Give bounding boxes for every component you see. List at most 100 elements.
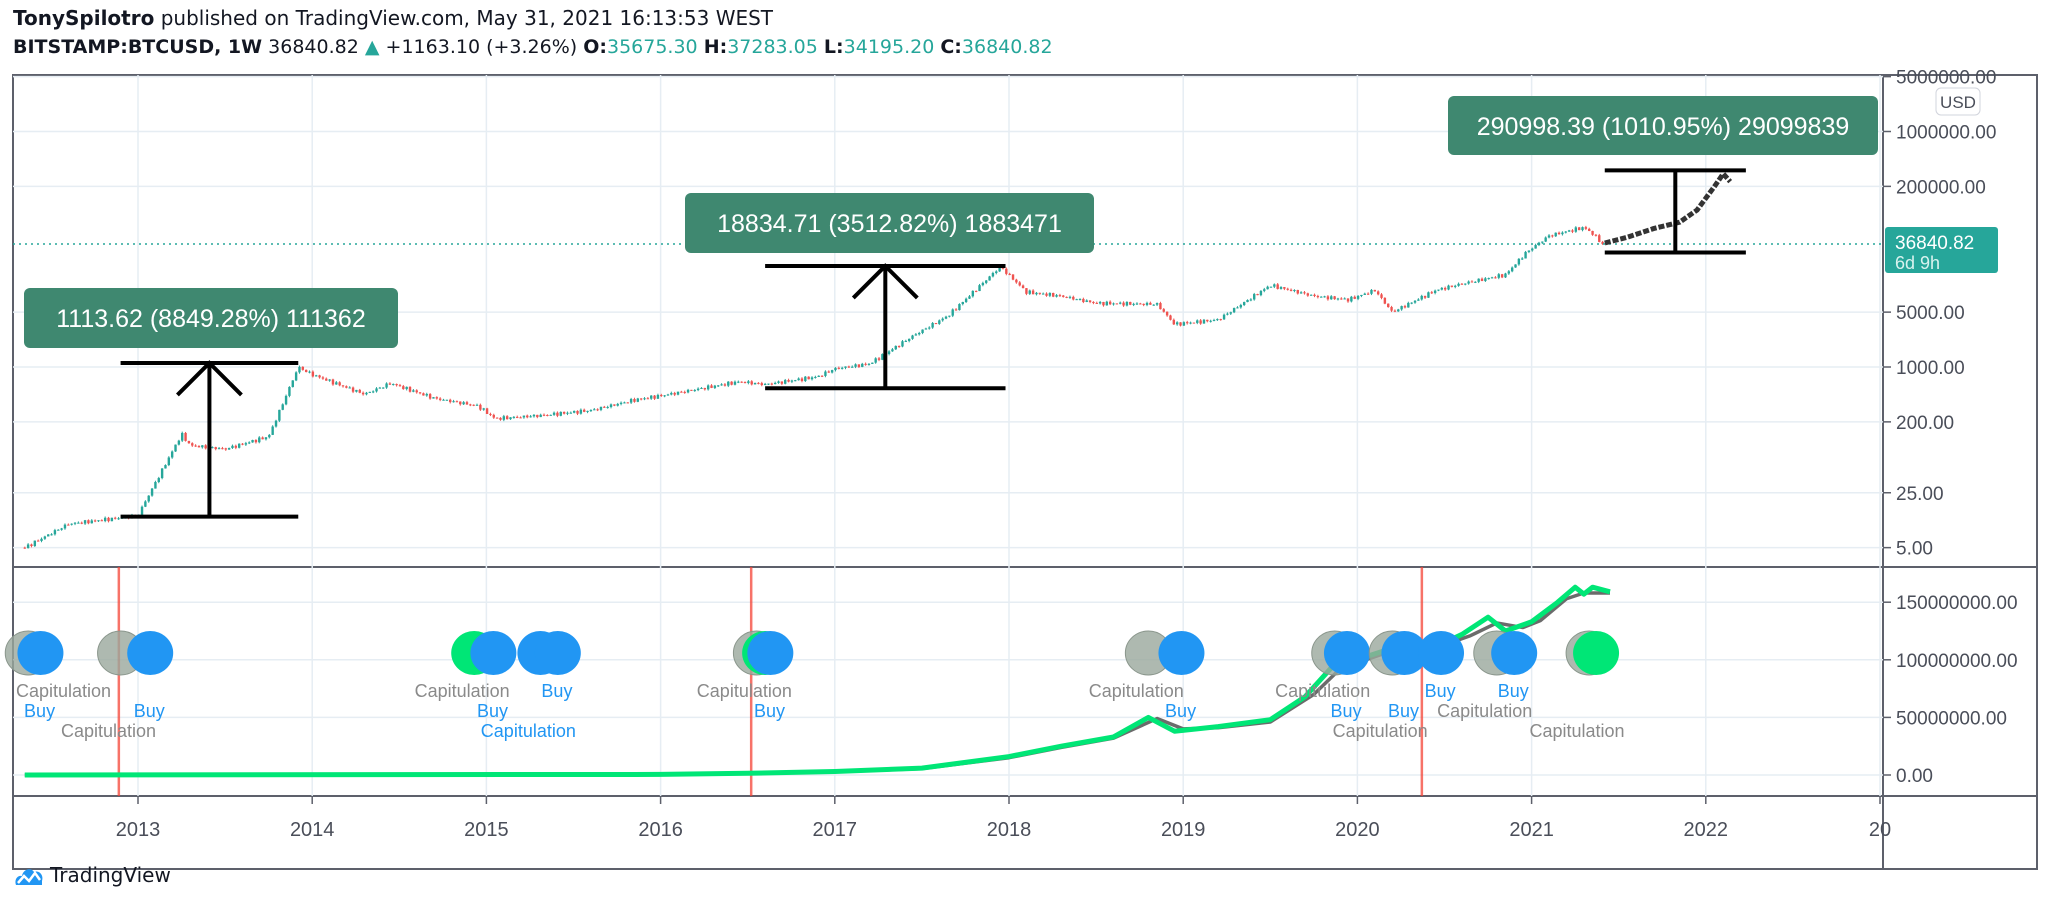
candle: [1038, 292, 1042, 294]
candle: [673, 392, 676, 395]
candle: [1574, 227, 1578, 232]
tradingview-brand[interactable]: TradingView: [50, 863, 171, 887]
candle: [358, 389, 361, 393]
candle: [1263, 289, 1266, 291]
candle: [348, 387, 351, 389]
candle: [596, 409, 599, 411]
candle: [1323, 296, 1326, 298]
candle: [371, 391, 375, 393]
buy-signal-marker[interactable]: [470, 631, 517, 675]
projection-path[interactable]: [1604, 169, 1733, 246]
candle: [951, 309, 954, 316]
candle: [1363, 293, 1366, 295]
candle: [743, 382, 747, 384]
x-tick-label: 20: [1869, 819, 1891, 841]
candle: [154, 481, 157, 489]
candle: [1028, 290, 1031, 294]
indicator-line: [24, 591, 1610, 777]
candle: [30, 544, 33, 546]
candle: [636, 398, 640, 402]
candle: [1068, 296, 1072, 298]
candle: [174, 444, 177, 452]
candle: [1186, 322, 1189, 324]
signal-label: Buy: [1331, 701, 1362, 721]
measure-label: 1113.62 (8849.28%) 111362: [56, 305, 366, 333]
candle: [509, 417, 512, 420]
candle: [1534, 245, 1537, 249]
candle: [26, 544, 30, 549]
candle: [221, 448, 224, 450]
candle: [733, 381, 737, 385]
candle: [261, 437, 264, 440]
price-range-measure[interactable]: 1113.62 (8849.28%) 111362: [24, 288, 398, 519]
candle: [660, 394, 663, 396]
indicator-y-tick-label: 50000000.00: [1896, 708, 2007, 729]
candle: [492, 414, 495, 418]
candle: [462, 402, 465, 405]
candle: [891, 349, 894, 352]
candle: [700, 387, 703, 389]
buy-signal-marker[interactable]: [1323, 631, 1370, 675]
signal-label: Capitulation: [16, 681, 111, 701]
candle: [341, 385, 345, 387]
candle: [1253, 294, 1256, 300]
candle: [361, 392, 365, 395]
candle: [1246, 299, 1249, 303]
candle: [1360, 294, 1363, 296]
candle: [1490, 277, 1494, 279]
buy-signal-marker[interactable]: [127, 631, 174, 675]
buy-signal-marker[interactable]: [17, 631, 64, 675]
buy-signal-marker[interactable]: [1418, 631, 1465, 675]
candle: [1413, 300, 1417, 303]
candle: [77, 522, 80, 524]
buy-signal-marker[interactable]: [534, 631, 581, 675]
candle: [502, 416, 506, 420]
green-signal-marker[interactable]: [1573, 631, 1620, 675]
bar-countdown: 6d 9h: [1895, 253, 1940, 273]
open-label: O:: [583, 36, 607, 58]
candle: [103, 517, 107, 522]
high-value: 37283.05: [727, 36, 818, 58]
author-name[interactable]: TonySpilotro: [13, 6, 155, 30]
symbol-name[interactable]: BITSTAMP:BTCUSD, 1W: [13, 36, 263, 58]
candle: [1400, 306, 1403, 310]
candle: [1289, 289, 1293, 291]
candle: [1330, 296, 1333, 300]
candle: [274, 420, 278, 427]
currency-badge[interactable]: [1935, 87, 1981, 116]
candle: [924, 328, 928, 330]
candle: [1065, 296, 1068, 298]
buy-signal-marker[interactable]: [747, 631, 794, 675]
candle: [1581, 227, 1584, 231]
candle: [874, 358, 877, 363]
price-range-measure[interactable]: 18834.71 (3512.82%) 1883471: [685, 193, 1094, 391]
candle: [904, 340, 908, 342]
candle: [1467, 281, 1470, 284]
candle: [1269, 286, 1273, 288]
candle: [1045, 293, 1048, 296]
price-change: +1163.10 (+3.26%): [385, 36, 578, 58]
candle: [800, 378, 804, 381]
candle: [67, 524, 70, 526]
candle: [1443, 287, 1447, 290]
candle: [237, 443, 241, 448]
candle: [1524, 251, 1527, 259]
price-range-measure[interactable]: 290998.39 (1010.95%) 29099839: [1448, 96, 1878, 255]
buy-signal-marker[interactable]: [1491, 631, 1538, 675]
candle: [907, 338, 911, 341]
candle: [583, 409, 586, 412]
candle: [1588, 228, 1591, 231]
candle: [1309, 294, 1313, 296]
candle: [1115, 303, 1119, 305]
buy-signal-marker[interactable]: [1381, 631, 1428, 675]
candle: [469, 404, 472, 406]
last-price-label: [1885, 227, 1998, 274]
candle: [964, 298, 968, 303]
candle: [405, 386, 408, 390]
indicator-y-tick-label: 150000000.00: [1896, 593, 2018, 614]
buy-signal-marker[interactable]: [1158, 631, 1205, 675]
candle: [1048, 292, 1052, 296]
candle: [1216, 319, 1219, 321]
candle: [1182, 322, 1186, 326]
